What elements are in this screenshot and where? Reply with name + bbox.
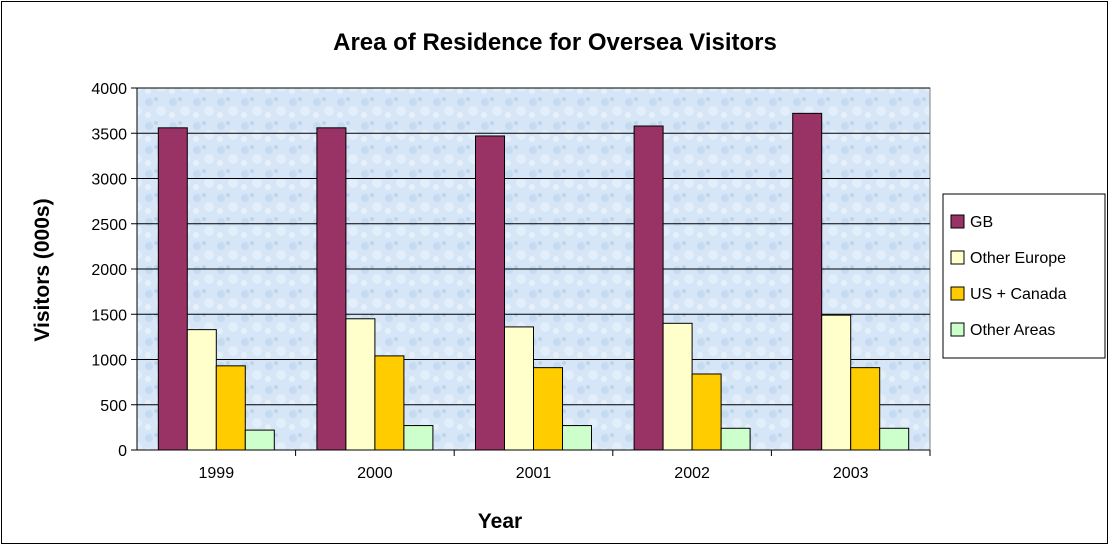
- bar-gb-1999: [157, 127, 188, 451]
- x-axis-title: Year: [478, 510, 522, 533]
- bar-other-areas-2000: [403, 425, 434, 451]
- y-tick-label: 0: [118, 443, 127, 460]
- bar-gb-2003: [792, 112, 823, 451]
- bar-other-europe-2000: [345, 318, 376, 451]
- y-tick-labels: 0 500 1000 1500 2000 2500 3000 3500 4000: [91, 81, 127, 460]
- bar-us-canada-2000: [374, 355, 405, 451]
- x-tick-label: 2000: [357, 465, 393, 482]
- x-tick-label: 2003: [833, 465, 869, 482]
- bar-gb-2000: [316, 127, 347, 451]
- bar-gb-2001: [475, 135, 505, 451]
- legend-label: Other Europe: [970, 250, 1066, 267]
- bar-us-canada-1999: [215, 365, 246, 451]
- bar-other-areas-2001: [562, 425, 592, 451]
- bar-other-areas-2002: [720, 427, 751, 451]
- y-tick-label: 1000: [91, 353, 127, 370]
- legend-swatch: [950, 214, 965, 229]
- bar-us-canada-2001: [533, 367, 563, 451]
- bar-other-europe-1999: [186, 329, 217, 451]
- bars: [157, 112, 910, 451]
- y-tick-label: 1500: [91, 307, 127, 324]
- legend-label: Other Areas: [970, 322, 1055, 339]
- bar-other-europe-2001: [504, 326, 534, 451]
- bar-other-areas-2003: [879, 427, 910, 451]
- y-tick-label: 3000: [91, 172, 127, 189]
- legend-label: US + Canada: [970, 286, 1067, 303]
- x-tick-label: 2001: [516, 465, 552, 482]
- bar-us-canada-2002: [691, 373, 722, 451]
- x-tick-label: 2002: [674, 465, 710, 482]
- legend-label: GB: [970, 214, 993, 231]
- axes: [131, 87, 931, 456]
- chart-title: Area of Residence for Oversea Visitors: [333, 29, 777, 56]
- bar-other-europe-2002: [662, 322, 693, 451]
- y-tick-label: 3500: [91, 126, 127, 143]
- y-axis-title: Visitors (000s): [31, 198, 54, 341]
- bar-gb-2002: [633, 125, 664, 451]
- legend-swatch: [950, 322, 965, 337]
- y-tick-label: 2500: [91, 217, 127, 234]
- y-tick-label: 4000: [91, 81, 127, 98]
- y-tick-label: 2000: [91, 262, 127, 279]
- legend-box: [942, 193, 1106, 359]
- legend: GB Other Europe US + Canada Other Areas: [942, 193, 1106, 359]
- legend-swatch: [950, 250, 965, 265]
- x-tick-labels: 1999 2000 2001 2002 2003: [199, 465, 869, 482]
- bar-us-canada-2003: [850, 367, 881, 451]
- bar-other-areas-1999: [244, 429, 275, 451]
- bar-other-europe-2003: [821, 314, 852, 451]
- legend-swatch: [950, 286, 965, 301]
- x-tick-label: 1999: [199, 465, 235, 482]
- y-tick-label: 500: [100, 398, 127, 415]
